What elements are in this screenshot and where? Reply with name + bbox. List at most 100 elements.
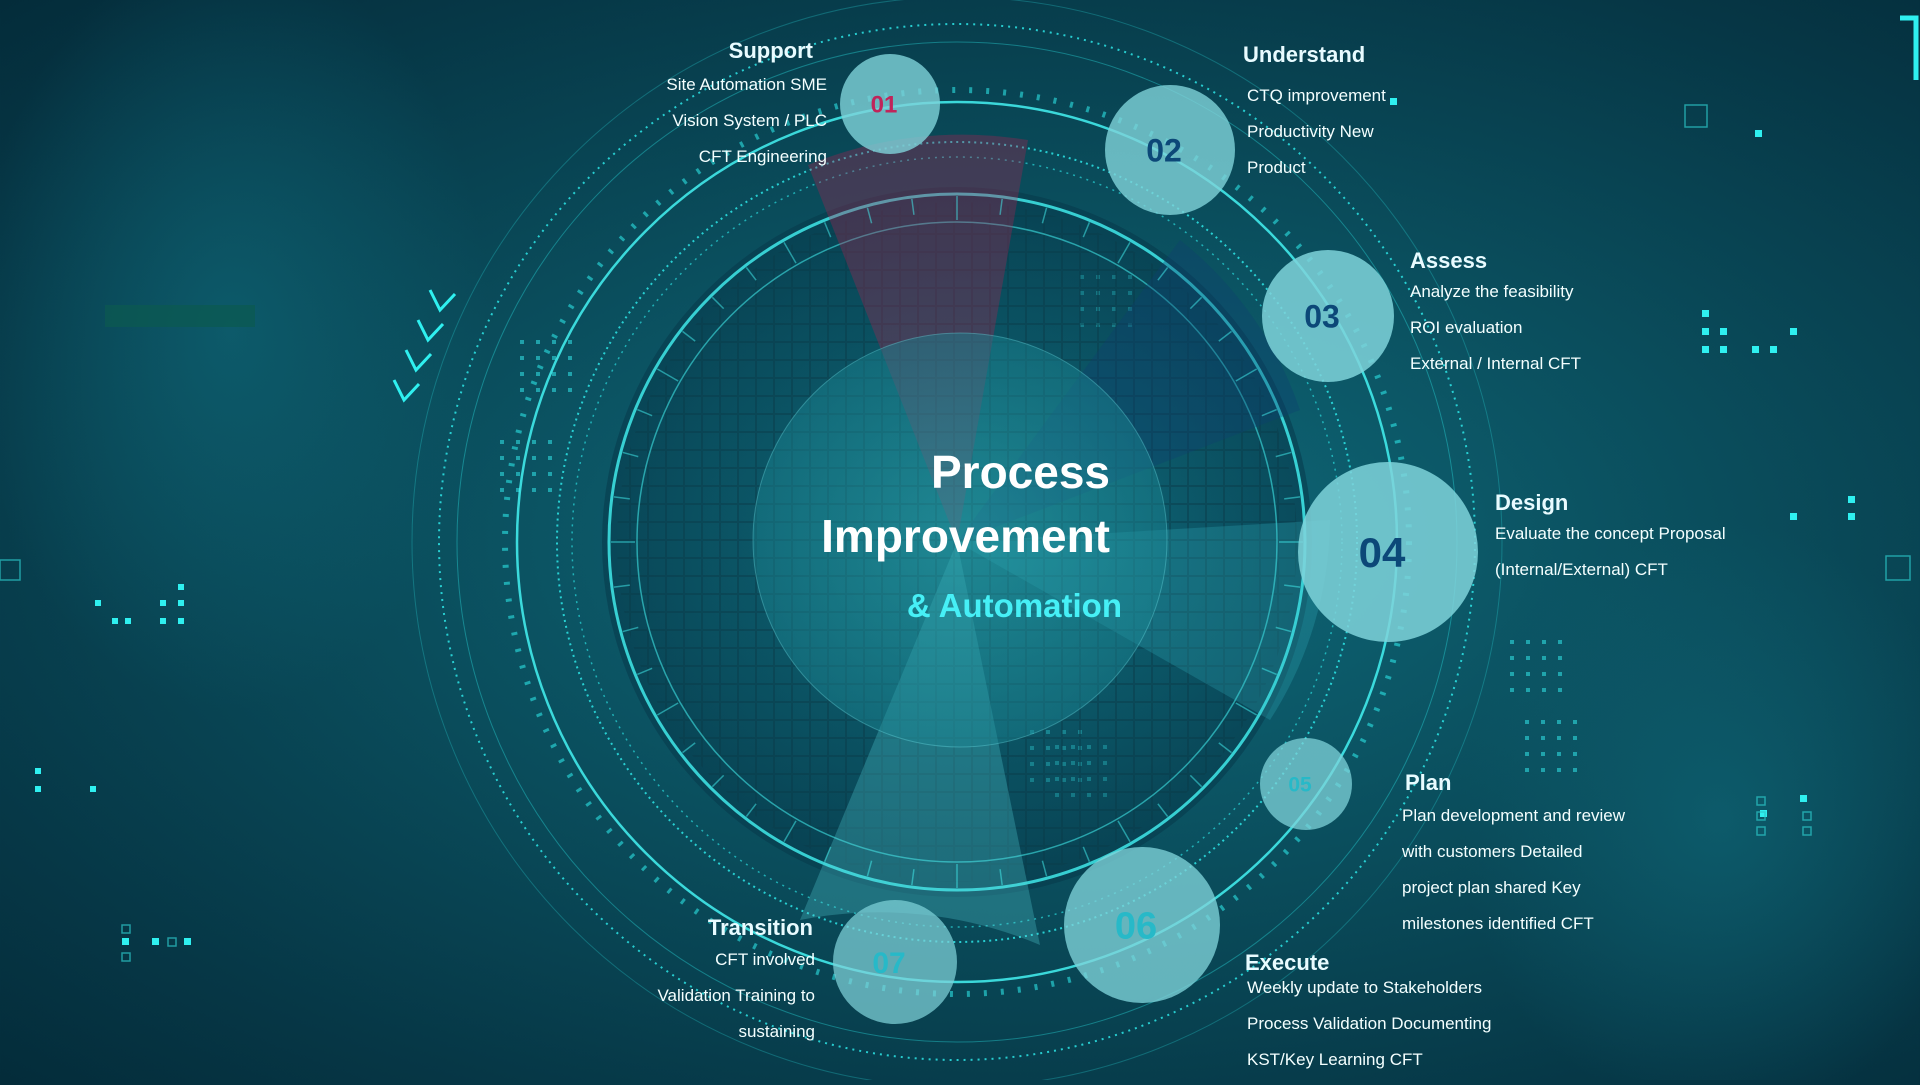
- decor-dot: [1541, 720, 1545, 724]
- step-detail-line: CTQ improvement: [1247, 86, 1386, 105]
- decor-dot: [500, 456, 504, 460]
- tick-mark: [1082, 846, 1091, 862]
- decor-dot: [1558, 672, 1562, 676]
- step-label-understand: Understand CTQ improvement Productivity Ne…: [1243, 42, 1386, 177]
- tick-mark: [1284, 584, 1301, 588]
- decor-dot: [1526, 656, 1530, 660]
- decor-dot: [1526, 688, 1530, 692]
- step-detail-line: sustaining: [738, 1022, 815, 1041]
- step-detail-line: Evaluate the concept Proposal: [1495, 524, 1726, 543]
- step-number: 04: [1359, 529, 1406, 576]
- decor-dot: [516, 456, 520, 460]
- badge-circle: [840, 54, 940, 154]
- decor-dot: [520, 356, 524, 360]
- decor-dot: [500, 472, 504, 476]
- step-title: Plan: [1405, 770, 1451, 795]
- decor-dot: [552, 388, 556, 392]
- step-detail-line: with customers Detailed: [1401, 842, 1582, 861]
- decor-dot: [1573, 752, 1577, 756]
- tick-mark: [1117, 241, 1131, 264]
- tick-mark: [1082, 222, 1091, 238]
- badge-circle: [1105, 85, 1235, 215]
- tick-mark: [637, 408, 653, 417]
- step-detail-line: Plan development and review: [1402, 806, 1626, 825]
- step-badge-01: 01: [840, 54, 940, 154]
- badge-circle: [1298, 462, 1478, 642]
- decor-dot: [1557, 768, 1561, 772]
- badge-circle: [833, 900, 957, 1024]
- step-badge-06: 06: [1064, 847, 1220, 1003]
- decor-dot: [532, 456, 536, 460]
- decor-dot: [1557, 752, 1561, 756]
- tick-mark: [1157, 267, 1169, 281]
- tick-mark: [745, 267, 757, 281]
- decor-dot: [500, 488, 504, 492]
- decor-dot: [520, 372, 524, 376]
- badge-circle: [1262, 250, 1394, 382]
- tick-mark: [866, 207, 873, 224]
- step-detail-line: Process Validation Documenting: [1247, 1014, 1491, 1033]
- decor-dot: [568, 356, 572, 360]
- chevron-arrows-icon: [392, 289, 457, 403]
- decor-dot: [1558, 656, 1562, 660]
- step-detail-line: (Internal/External) CFT: [1495, 560, 1668, 579]
- step-number: 01: [871, 92, 898, 119]
- tick-mark: [613, 496, 630, 500]
- step-detail-line: Site Automation SME: [666, 75, 827, 94]
- decor-dot: [516, 472, 520, 476]
- step-number: 06: [1115, 906, 1157, 948]
- step-detail-line: Product: [1247, 158, 1306, 177]
- decor-dot: [548, 456, 552, 460]
- step-badge-03: 03: [1262, 250, 1394, 382]
- step-number: 03: [1304, 299, 1340, 335]
- background-outline-squares: [0, 104, 1911, 962]
- step-detail-line: ROI evaluation: [1410, 318, 1522, 337]
- decor-dot: [1573, 720, 1577, 724]
- step-detail-line: Analyze the feasibility: [1410, 282, 1574, 301]
- decor-dot: [1542, 656, 1546, 660]
- decor-dot: [532, 488, 536, 492]
- decor-dot: [1541, 736, 1545, 740]
- decor-dot: [568, 340, 572, 344]
- decor-dot: [1573, 736, 1577, 740]
- tick-mark: [911, 198, 915, 215]
- step-detail-line: CFT Engineering: [699, 147, 827, 166]
- step-number: 07: [872, 947, 905, 980]
- decor-dot: [1542, 688, 1546, 692]
- tick-mark: [1235, 368, 1258, 382]
- tick-mark: [783, 820, 797, 843]
- step-badges: 01 02 03 04 05 06 07: [833, 54, 1478, 1024]
- decor-dot: [1573, 768, 1577, 772]
- decor-dot: [1510, 656, 1514, 660]
- decor-dot: [548, 472, 552, 476]
- decor-dot: [1541, 752, 1545, 756]
- tick-mark: [1284, 496, 1301, 500]
- tick-mark: [783, 241, 797, 264]
- decor-dot: [1525, 752, 1529, 756]
- tick-mark: [1041, 207, 1048, 224]
- decor-dot: [516, 488, 520, 492]
- decor-dot: [548, 488, 552, 492]
- step-label-assess: Assess Analyze the feasibility ROI evaluat…: [1410, 248, 1581, 373]
- decor-dot: [1525, 736, 1529, 740]
- decor-dot: [516, 440, 520, 444]
- tick-mark: [1275, 451, 1292, 458]
- decor-dot: [552, 372, 556, 376]
- step-detail-line: Vision System / PLC: [672, 111, 827, 130]
- tick-mark: [1157, 803, 1169, 817]
- decor-dot: [1541, 768, 1545, 772]
- step-detail-line: Validation Training to: [657, 986, 815, 1005]
- tick-mark: [682, 742, 696, 754]
- step-detail-line: project plan shared Key: [1402, 878, 1581, 897]
- step-detail-line: Weekly update to Stakeholders: [1247, 978, 1482, 997]
- tick-mark: [711, 774, 725, 788]
- tick-mark: [682, 330, 696, 342]
- decor-dot: [1557, 720, 1561, 724]
- corner-bracket: [1900, 15, 1919, 80]
- decor-dot: [1542, 640, 1546, 644]
- step-label-support: Support Site Automation SME Vision System …: [666, 38, 827, 166]
- decor-dot: [1557, 736, 1561, 740]
- tick-mark: [1189, 774, 1203, 788]
- decor-dot: [1558, 640, 1562, 644]
